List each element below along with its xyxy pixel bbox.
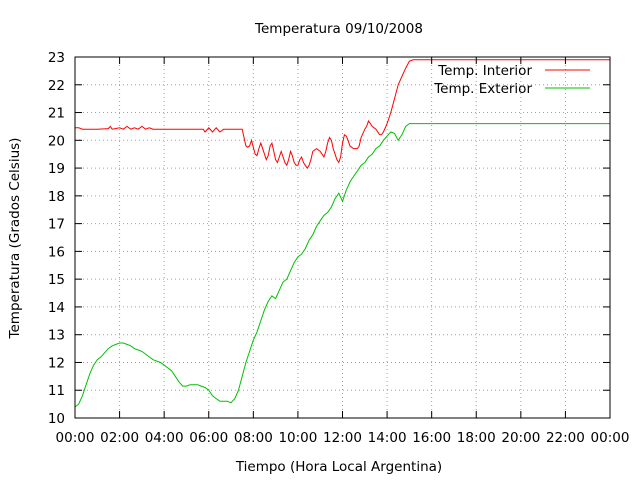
- x-tick-label: 20:00: [501, 430, 540, 446]
- y-tick-label: 18: [48, 189, 65, 205]
- y-tick-label: 14: [48, 300, 65, 316]
- series-line-exterior: [74, 123, 610, 408]
- x-tick-label: 04:00: [145, 430, 184, 446]
- x-tick-label: 00:00: [56, 430, 95, 446]
- y-tick-label: 11: [48, 383, 65, 399]
- x-tick-label: 16:00: [412, 430, 451, 446]
- tick-labels: 10 11 12 13 14 15 16 17 18 19 20 21 22 23 00:00 02:00 04…: [48, 50, 630, 446]
- grid-lines: [75, 57, 610, 418]
- y-tick-label: 15: [48, 272, 65, 288]
- legend: Temp. Interior Temp. Exterior: [433, 63, 590, 97]
- y-tick-label: 10: [48, 411, 65, 427]
- x-tick-label: 22:00: [546, 430, 585, 446]
- x-tick-label: 00:00: [591, 430, 630, 446]
- y-tick-label: 13: [48, 328, 65, 344]
- y-axis-label: Temperatura (Grados Celsius): [7, 138, 23, 340]
- y-tick-label: 17: [48, 217, 65, 233]
- legend-label: Temp. Exterior: [433, 81, 532, 97]
- x-axis-label: Tiempo (Hora Local Argentina): [235, 459, 442, 475]
- x-tick-label: 12:00: [323, 430, 362, 446]
- y-tick-label: 19: [48, 161, 65, 177]
- x-tick-label: 06:00: [189, 430, 228, 446]
- series-lines: [74, 59, 610, 408]
- x-tick-label: 10:00: [278, 430, 317, 446]
- axis-ticks: [74, 56, 611, 419]
- y-tick-label: 22: [48, 78, 65, 94]
- y-tick-label: 23: [48, 50, 65, 66]
- y-tick-label: 21: [48, 106, 65, 122]
- x-tick-label: 08:00: [234, 430, 273, 446]
- x-tick-label: 14:00: [368, 430, 407, 446]
- legend-label: Temp. Interior: [437, 63, 532, 79]
- chart-title: Temperatura 09/10/2008: [254, 21, 423, 37]
- y-tick-label: 20: [48, 133, 65, 149]
- y-tick-label: 16: [48, 244, 65, 260]
- y-tick-label: 12: [48, 355, 65, 371]
- x-tick-label: 02:00: [100, 430, 139, 446]
- x-tick-label: 18:00: [457, 430, 496, 446]
- series-line-interior: [75, 59, 610, 169]
